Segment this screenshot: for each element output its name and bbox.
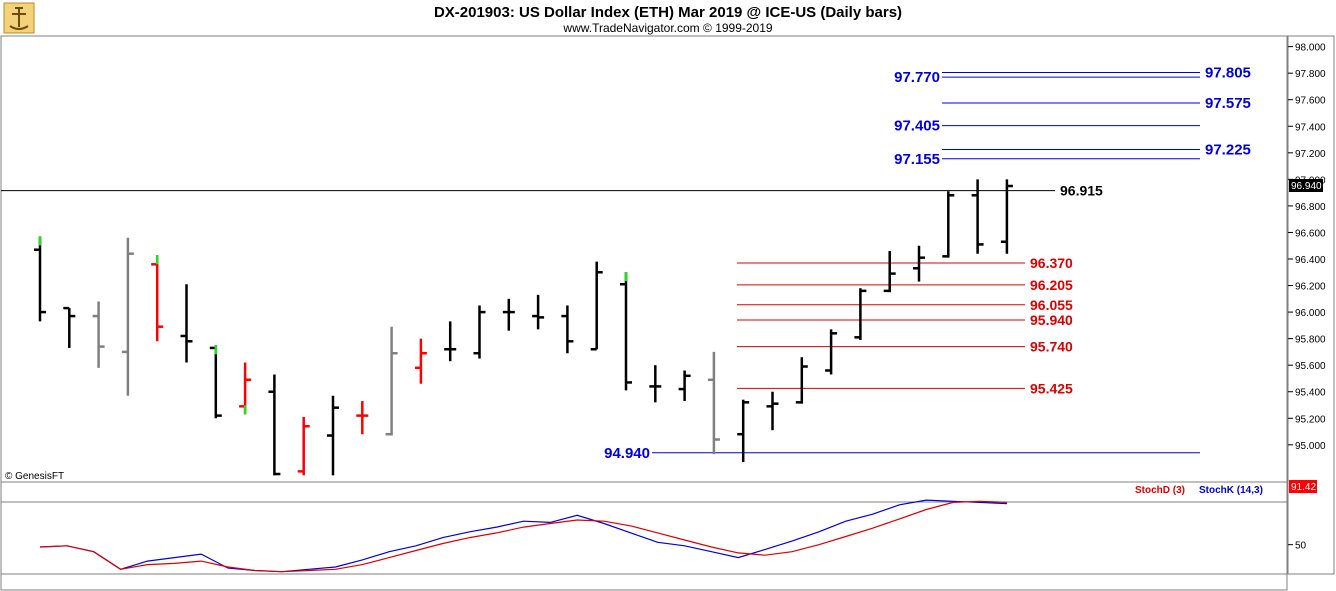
- price-tick-label: 97.800: [1295, 69, 1326, 80]
- ohlc-bar: [766, 391, 779, 431]
- stochastic-series-line: [39, 499, 1007, 573]
- ohlc-bar: [532, 294, 545, 330]
- ohlc-bar: [707, 351, 720, 455]
- price-level-label: 95.740: [1030, 339, 1073, 355]
- price-level-label: 97.770: [894, 69, 940, 86]
- ohlc-bar: [1000, 179, 1013, 254]
- price-level-label: 95.425: [1030, 380, 1073, 396]
- ohlc-bar: [649, 365, 662, 403]
- price-tick-label: 95.800: [1295, 335, 1326, 346]
- price-tick-label: 95.400: [1295, 388, 1326, 399]
- ohlc-bar: [942, 191, 955, 258]
- price-axis-ticks: 98.00097.80097.60097.40097.20097.00096.8…: [1288, 43, 1326, 452]
- watermark: © GenesisFT: [5, 471, 64, 482]
- legend-stochk: StochK (14,3): [1199, 485, 1263, 496]
- price-level-label: 96.055: [1030, 297, 1073, 313]
- price-tick-label: 97.600: [1295, 96, 1326, 107]
- stochastic-axis-ticks: 50: [1288, 541, 1307, 552]
- ohlc-bar: [34, 236, 46, 322]
- ohlc-bar: [209, 345, 222, 419]
- last-stoch-badge: 91.42: [1289, 480, 1317, 493]
- ohlc-bar: [502, 298, 515, 331]
- time-axis: [0, 573, 1288, 591]
- last-stoch-value: 91.42: [1291, 482, 1316, 493]
- price-level-label: 97.805: [1205, 65, 1251, 82]
- price-axis: [1287, 35, 1335, 575]
- price-tick-label: 97.400: [1295, 122, 1326, 133]
- ohlc-bar: [414, 338, 427, 384]
- stoch-tick-label: 50: [1295, 541, 1307, 552]
- price-tick-label: 96.600: [1295, 228, 1326, 239]
- ohlc-bar: [913, 245, 925, 282]
- price-tick-label: 96.000: [1295, 308, 1326, 319]
- legend-strip: [0, 481, 1288, 503]
- ohlc-bar: [473, 305, 486, 359]
- last-price-value: 96.940: [1291, 181, 1322, 192]
- legend-stochd: StochD (3): [1135, 485, 1185, 496]
- price-tick-label: 98.000: [1295, 43, 1326, 54]
- ohlc-bar: [92, 301, 105, 368]
- price-tick-label: 96.200: [1295, 282, 1326, 293]
- price-level-label: 97.575: [1205, 95, 1251, 112]
- price-level-label: 97.405: [894, 118, 940, 135]
- ohlc-bar: [268, 374, 281, 476]
- price-tick-label: 96.800: [1295, 202, 1326, 213]
- ohlc-bar: [121, 237, 134, 396]
- ohlc-bar: [444, 321, 457, 362]
- price-levels: 97.805 97.770 97.575 97.405 97.225 97.155 96.9…: [1, 65, 1251, 462]
- ohlc-bar: [678, 370, 691, 402]
- price-level-label: 97.155: [894, 151, 940, 168]
- ohlc-bar: [971, 179, 984, 254]
- price-tick-label: 97.200: [1295, 149, 1326, 160]
- ohlc-bar: [297, 416, 310, 476]
- ohlc-bar: [795, 357, 808, 404]
- stochastic-series-line: [39, 500, 1007, 573]
- chart-subtitle: www.TradeNavigator.com © 1999-2019: [562, 21, 772, 35]
- ohlc-bar: [561, 305, 574, 354]
- ohlc-bar: [620, 272, 632, 391]
- last-price-badge: 96.940: [1289, 179, 1323, 192]
- price-level-label: 96.915: [1060, 183, 1103, 199]
- ohlc-bar: [737, 399, 750, 463]
- price-tick-label: 95.000: [1295, 441, 1326, 452]
- price-tick-label: 95.200: [1295, 414, 1326, 425]
- price-level-label: 97.225: [1205, 142, 1251, 159]
- ohlc-bars: [34, 179, 1013, 476]
- price-level-label: 95.940: [1030, 312, 1073, 328]
- ohlc-bar: [180, 284, 193, 363]
- ohlc-bar: [239, 362, 252, 415]
- price-level-label: 96.205: [1030, 277, 1073, 293]
- ohlc-bar: [151, 255, 164, 342]
- ohlc-bar: [854, 288, 867, 340]
- ohlc-bar: [327, 395, 339, 476]
- chart-title: DX-201903: US Dollar Index (ETH) Mar 201…: [434, 4, 902, 21]
- ohlc-bar: [883, 251, 896, 293]
- logo: [3, 2, 35, 34]
- price-level-label: 94.940: [604, 445, 650, 462]
- ohlc-bar: [63, 306, 76, 348]
- ohlc-bar: [356, 401, 369, 435]
- stochastic-lines: [39, 499, 1007, 573]
- navigator-logo-icon: [9, 7, 29, 30]
- price-tick-label: 95.600: [1295, 361, 1326, 372]
- ohlc-bar: [825, 329, 838, 375]
- ohlc-bar: [590, 261, 603, 351]
- price-level-label: 96.370: [1030, 255, 1073, 271]
- price-tick-label: 96.400: [1295, 255, 1326, 266]
- ohlc-bar: [385, 326, 398, 436]
